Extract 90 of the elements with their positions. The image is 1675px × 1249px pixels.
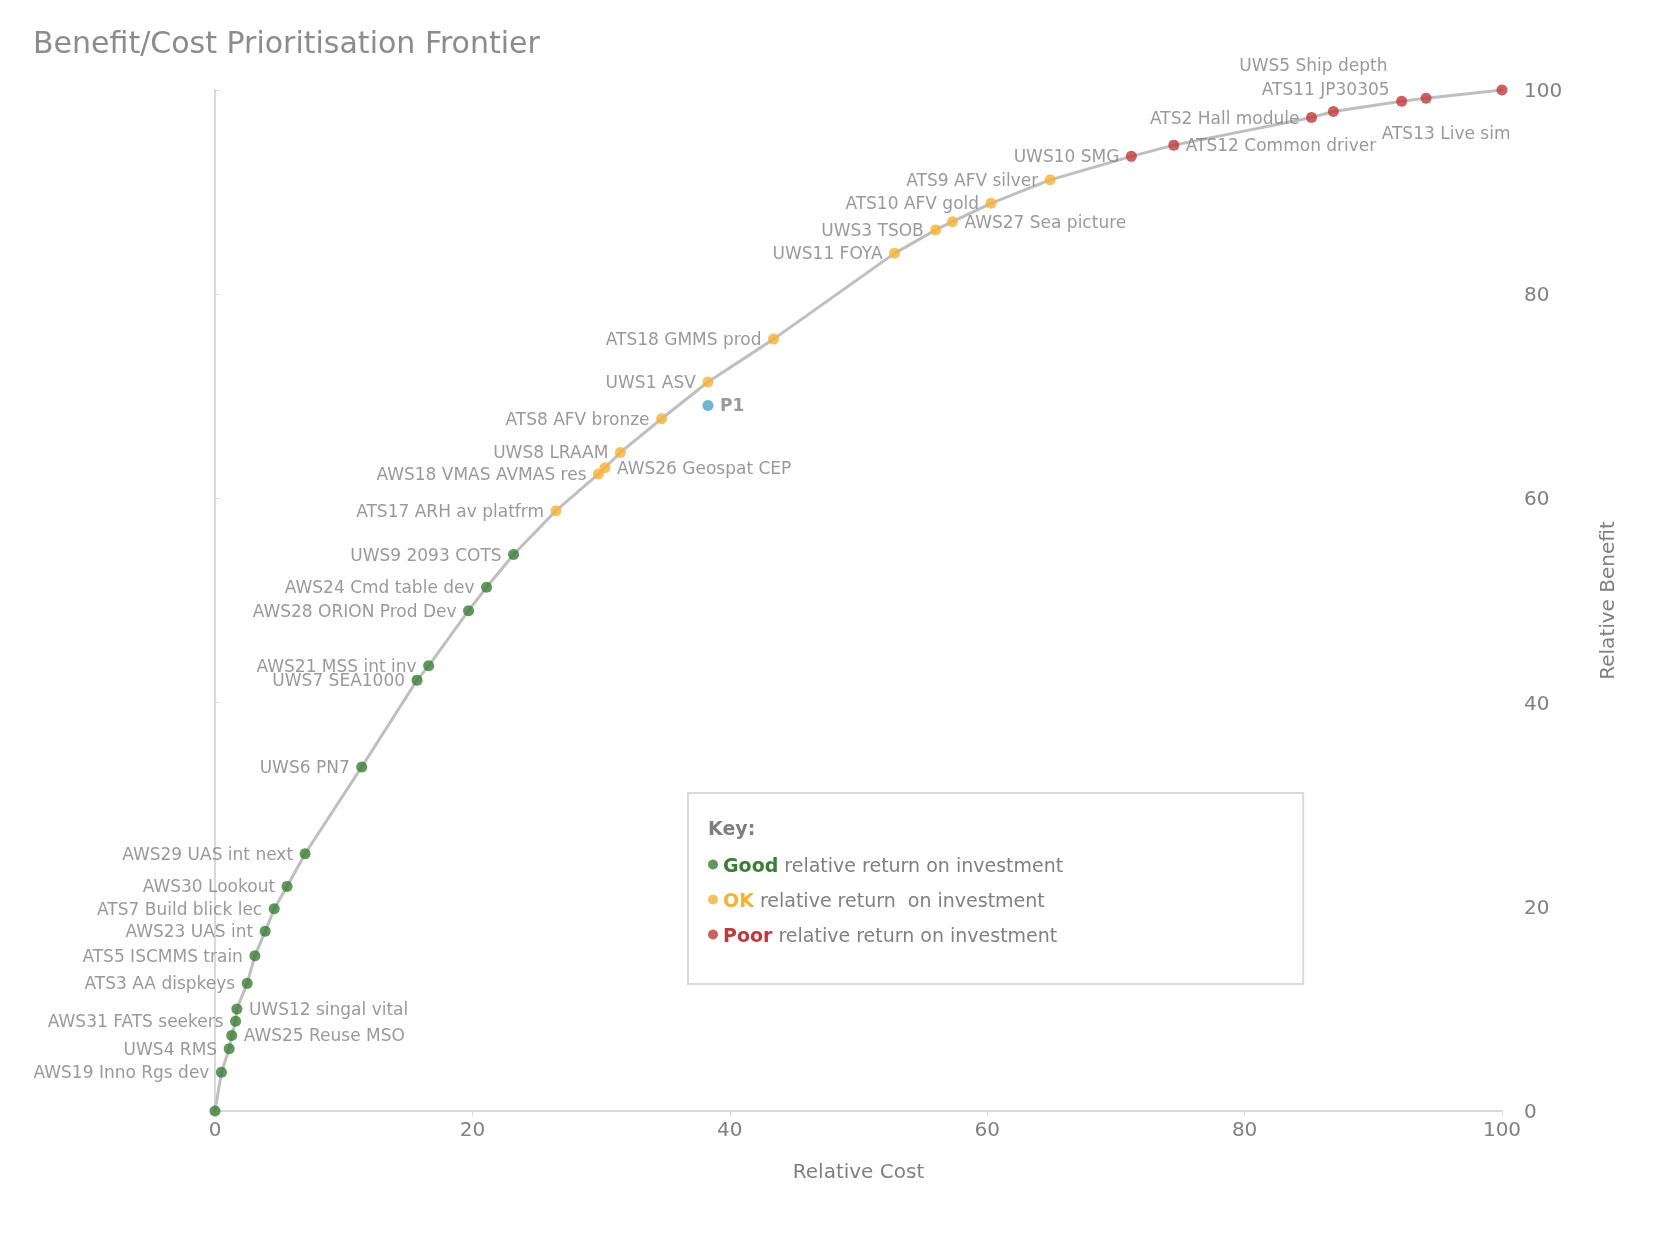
point	[223, 1043, 235, 1055]
annotation: AWS26 Geospat CEP	[616, 457, 792, 478]
point	[215, 1066, 227, 1078]
annotation: ATS17 ARH av platfrm	[356, 500, 545, 521]
point	[930, 224, 942, 236]
x-tick-label: 20	[459, 1117, 486, 1141]
annotation: UWS9 2093 COTS	[350, 544, 502, 565]
annotation: UWS5 Ship depth	[1239, 54, 1388, 75]
y-tick-label: 60	[1524, 486, 1550, 511]
point	[209, 1105, 221, 1117]
point	[411, 674, 423, 686]
point	[249, 950, 261, 962]
point	[463, 605, 475, 617]
point	[231, 1003, 243, 1015]
x-tick-label: 60	[974, 1117, 1000, 1141]
annotation: AWS29 UAS int next	[122, 843, 294, 864]
annotation: AWS25 Reuse MSO	[243, 1025, 405, 1046]
point	[946, 216, 958, 228]
point	[889, 247, 901, 259]
point	[1125, 150, 1137, 162]
annotation: AWS23 UAS int	[125, 921, 254, 942]
annotation: UWS11 FOYA	[772, 243, 883, 264]
annotation: AWS30 Lookout	[142, 876, 276, 897]
annotation: ATS3 AA dispkeys	[84, 973, 236, 994]
y-tick-label: 20	[1524, 894, 1550, 919]
annotation: UWS6 PN7	[259, 756, 350, 777]
point	[481, 581, 493, 593]
annotation: ATS7 Build blick lec	[97, 898, 263, 919]
y-axis-title: Relative Benefit	[1595, 521, 1619, 680]
annotation: ATS8 AFV bronze	[505, 408, 650, 429]
point	[230, 1015, 242, 1027]
point	[281, 880, 293, 892]
annotation: AWS27 Sea picture	[964, 211, 1127, 232]
annotation: AWS18 VMAS AVMAS res	[376, 463, 587, 484]
point	[259, 925, 271, 937]
annotation: UWS4 RMS	[123, 1038, 218, 1059]
annotation: UWS12 singal vital	[248, 998, 409, 1019]
annotation: ATS9 AFV silver	[906, 169, 1039, 190]
y-tick-label: 80	[1524, 282, 1550, 307]
annotation: P1	[719, 395, 745, 416]
point	[1044, 174, 1056, 186]
point	[985, 197, 997, 209]
point	[268, 903, 280, 915]
point	[1420, 92, 1432, 104]
y-tick-label: 0	[1524, 1099, 1537, 1123]
legend-label: OK relative return on investment	[723, 888, 1045, 911]
legend-label: Good relative return on investment	[723, 853, 1064, 876]
point	[1168, 139, 1180, 151]
point	[599, 462, 611, 474]
x-tick-label: 100	[1482, 1117, 1522, 1141]
x-tick-label: 40	[717, 1117, 743, 1141]
y-tick-label: 100	[1524, 78, 1563, 102]
y-tick-label: 40	[1524, 690, 1550, 715]
point	[356, 761, 368, 773]
annotation: UWS8 LRAAM	[493, 442, 609, 463]
point	[702, 399, 714, 411]
annotation: ATS10 AFV gold	[845, 193, 980, 214]
annotation: ATS2 Hall module	[1150, 107, 1300, 128]
chart-title: Benefit/Cost Prioritisation Frontier	[33, 24, 541, 60]
annotation: AWS24 Cmd table dev	[284, 577, 475, 598]
point	[423, 660, 435, 672]
point	[1496, 84, 1508, 96]
annotation: AWS31 FATS seekers	[47, 1011, 224, 1032]
x-tick-label: 0	[208, 1117, 222, 1141]
point	[614, 446, 626, 458]
point	[299, 848, 311, 860]
annotation: UWS3 TSOB	[821, 219, 924, 240]
annotation: ATS18 GMMS prod	[605, 329, 762, 350]
x-axis-title: Relative Cost	[792, 1159, 925, 1183]
point	[1327, 105, 1339, 117]
legend-title: Key:	[708, 816, 756, 839]
x-tick-label: 80	[1231, 1117, 1258, 1141]
point	[656, 413, 668, 425]
annotation: UWS1 ASV	[605, 372, 697, 393]
annotation: ATS13 Live sim	[1381, 122, 1511, 143]
legend-label: Poor relative return on investment	[723, 923, 1058, 946]
point	[768, 333, 780, 345]
annotation: UWS10 SMG	[1013, 146, 1120, 167]
point	[508, 549, 520, 561]
point	[550, 505, 562, 517]
annotation: ATS5 ISCMMS train	[82, 945, 243, 966]
point	[1396, 95, 1408, 107]
annotation: ATS11 JP30305	[1261, 79, 1390, 100]
point	[241, 977, 253, 989]
annotation: AWS19 Inno Rgs dev	[33, 1062, 210, 1083]
point	[1306, 112, 1318, 124]
annotation: ATS12 Common driver	[1185, 135, 1377, 156]
point	[226, 1029, 238, 1041]
annotation: AWS28 ORION Prod Dev	[252, 600, 457, 621]
point	[702, 376, 714, 388]
